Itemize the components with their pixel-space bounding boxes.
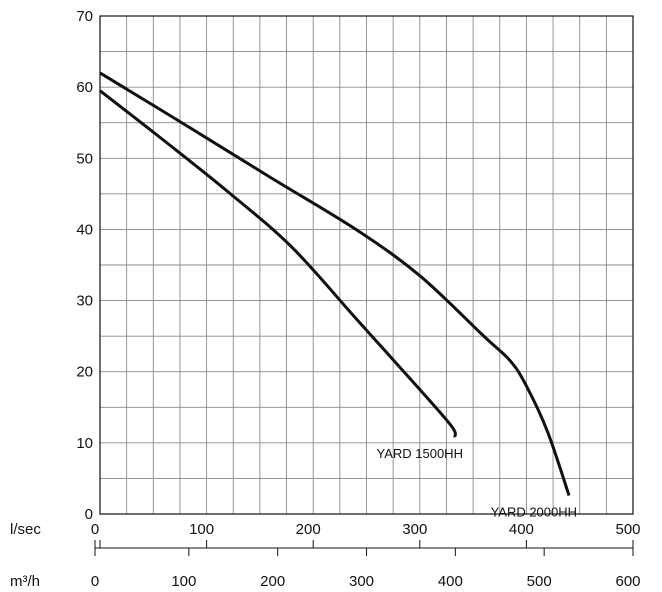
x2-tick-label: 0: [91, 573, 99, 590]
x2-tick-label: 400: [438, 573, 463, 590]
x2-tick-label: 500: [527, 573, 552, 590]
y-tick-label: 60: [76, 79, 93, 96]
y-tick-label: 50: [76, 150, 93, 167]
plot-frame: [99, 15, 634, 515]
x-tick-label: 200: [296, 521, 321, 538]
secondary-x-axis-unit-label: m³/h: [10, 573, 40, 590]
series-label-2: YARD 2000HH: [491, 505, 577, 520]
x2-tick-label: 300: [349, 573, 374, 590]
x-tick-label: 0: [91, 521, 99, 538]
x-axis-ticks: 0 100 200 300 400 500: [91, 521, 641, 538]
x2-tick-label: 200: [260, 573, 285, 590]
x-axis-unit-label: l/sec: [10, 521, 41, 538]
y-tick-label: 20: [76, 364, 93, 381]
x2-tick-label: 600: [615, 573, 640, 590]
series-line-2: [99, 71, 571, 496]
y-tick-label: 0: [85, 506, 93, 523]
y-axis-ticks: 0 10 20 30 40 50 60 70: [76, 8, 93, 523]
x-tick-label: 400: [509, 521, 534, 538]
y-tick-label: 70: [76, 8, 93, 25]
series-labels: YARD 1500HH YARD 2000HH: [377, 446, 578, 519]
series-group: [99, 71, 571, 496]
x-tick-label: 300: [402, 521, 427, 538]
y-tick-label: 40: [76, 221, 93, 238]
secondary-x-axis: 0 100 200 300 400 500 600: [91, 540, 641, 590]
x2-tick-label: 100: [171, 573, 196, 590]
y-tick-label: 30: [76, 293, 93, 310]
y-tick-label: 10: [76, 435, 93, 452]
series-label-1: YARD 1500HH: [377, 446, 463, 461]
series-line-1: [99, 89, 457, 438]
grid: [100, 16, 633, 514]
x-tick-label: 100: [189, 521, 214, 538]
x-tick-label: 500: [615, 521, 640, 538]
